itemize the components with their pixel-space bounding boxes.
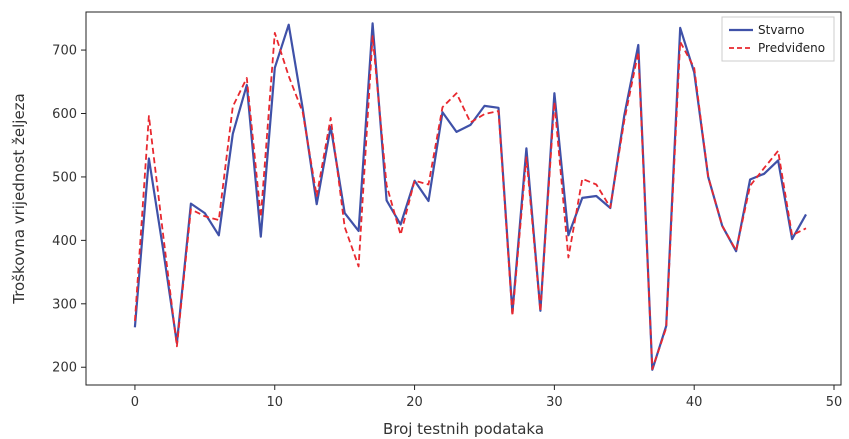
series-layer — [133, 22, 807, 371]
legend-box — [721, 16, 835, 62]
y-tick-label: 600 — [52, 107, 77, 122]
legend-label-stvarno: Stvarno — [758, 23, 804, 37]
y-tick-label: 400 — [52, 234, 77, 249]
legend: Stvarno Predviđeno — [721, 16, 835, 62]
y-axis-label: Troškovna vrijednost željeza — [10, 93, 28, 304]
x-tick-label: 10 — [266, 395, 283, 410]
y-tick-label: 700 — [52, 44, 77, 59]
legend-label-predvideno: Predviđeno — [758, 41, 825, 55]
x-tick-label: 30 — [546, 395, 563, 410]
x-tick-label: 20 — [406, 395, 423, 410]
y-axis-ticks: 200 300 400 500 600 700 — [52, 44, 86, 376]
y-tick-label: 300 — [52, 297, 77, 312]
y-tick-label: 500 — [52, 170, 77, 185]
y-tick-label: 200 — [52, 361, 77, 376]
x-tick-label: 50 — [826, 395, 843, 410]
x-tick-label: 0 — [131, 395, 139, 410]
plot-area — [85, 11, 842, 386]
series-line-predvideno — [134, 32, 807, 371]
series-line-stvarno — [133, 22, 807, 371]
x-axis-label: Broj testnih podataka — [383, 420, 544, 438]
x-tick-label: 40 — [686, 395, 703, 410]
x-axis-ticks: 0 10 20 30 40 50 — [131, 385, 842, 410]
